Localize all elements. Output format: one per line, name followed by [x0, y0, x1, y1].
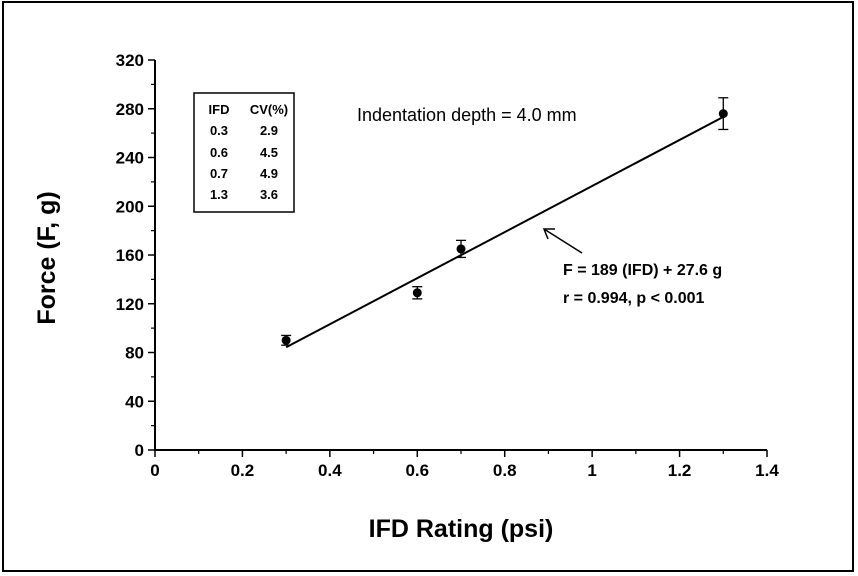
- equation-arrow-head: [542, 228, 555, 240]
- x-tick-label: 0: [150, 461, 159, 480]
- cv-table-border: [193, 92, 295, 213]
- y-tick-label: 120: [116, 295, 144, 314]
- y-tick-label: 0: [135, 441, 144, 460]
- fit-statistics: r = 0.994, p < 0.001: [563, 290, 705, 307]
- cv-table-cell: 0.7: [210, 166, 228, 181]
- cv-table-cell: 0.3: [210, 123, 228, 138]
- x-axis-title: IFD Rating (psi): [369, 515, 554, 543]
- data-point: [281, 335, 291, 345]
- data-point: [718, 109, 728, 119]
- data-marks: [281, 97, 729, 349]
- x-tick-label: 0.6: [405, 461, 429, 480]
- y-tick-label: 40: [125, 392, 144, 411]
- cv-table-cell: 0.6: [210, 145, 228, 160]
- x-tick-label: 0.8: [493, 461, 517, 480]
- y-tick-label: 280: [116, 100, 144, 119]
- indentation-depth-note: Indentation depth = 4.0 mm: [357, 105, 577, 125]
- y-tick-label: 320: [116, 51, 144, 70]
- x-tick-label: 1.4: [755, 461, 779, 480]
- cv-table-cell: 4.9: [260, 166, 278, 181]
- cv-table-cell: 1.3: [210, 187, 228, 202]
- x-tick-label: 0.2: [231, 461, 255, 480]
- axis-ticks: 0 0.2 0.4 0.6 0.8 1 1.2 1.4 0 40 80 120 160 200 240 280…: [116, 51, 780, 480]
- y-tick-label: 160: [116, 246, 144, 265]
- y-tick-label: 80: [125, 344, 144, 363]
- y-axis-title: Force (F, g): [33, 191, 61, 324]
- cv-table-header-ifd: IFD: [209, 102, 230, 117]
- regression-line: [285, 116, 724, 349]
- fit-equation: F = 189 (IFD) + 27.6 g: [563, 262, 722, 279]
- data-point: [456, 244, 466, 254]
- cv-table-cell: 3.6: [260, 187, 278, 202]
- cv-table: IFD CV(%) 0.3 2.9 0.6 4.5 0.7 4.9 1.3 3.…: [193, 92, 295, 213]
- x-tick-label: 1.2: [668, 461, 692, 480]
- y-tick-label: 240: [116, 149, 144, 168]
- cv-table-header-cv: CV(%): [250, 102, 288, 117]
- x-tick-label: 0.4: [318, 461, 342, 480]
- data-point: [412, 288, 422, 298]
- cv-table-cell: 4.5: [260, 145, 278, 160]
- equation-arrow: [543, 228, 583, 254]
- cv-table-cell: 2.9: [260, 123, 278, 138]
- x-tick-label: 1: [587, 461, 596, 480]
- y-tick-label: 200: [116, 197, 144, 216]
